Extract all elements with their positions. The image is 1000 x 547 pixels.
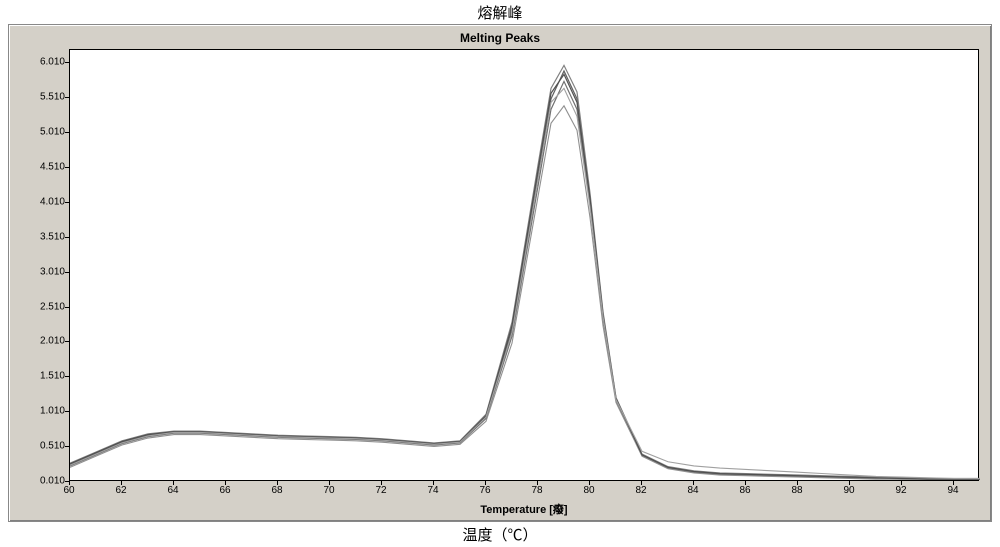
xtick-label: 80: [574, 485, 604, 496]
curve-line: [70, 74, 980, 479]
xtick-mark: [797, 481, 798, 485]
xtick-mark: [173, 481, 174, 485]
plot-area: [69, 49, 979, 481]
ytick-label: 5.010: [25, 127, 65, 138]
xtick-mark: [485, 481, 486, 485]
ytick-label: 6.010: [25, 57, 65, 68]
xtick-mark: [641, 481, 642, 485]
xtick-label: 60: [54, 485, 84, 496]
ytick-label: 1.510: [25, 371, 65, 382]
curve-line: [70, 71, 980, 479]
xtick-mark: [901, 481, 902, 485]
xtick-label: 74: [418, 485, 448, 496]
bottom-cn-label: 温度（℃）: [0, 524, 1000, 545]
xtick-mark: [225, 481, 226, 485]
curves-svg: [70, 50, 980, 482]
xtick-label: 94: [938, 485, 968, 496]
ytick-mark: [65, 341, 69, 342]
ytick-mark: [65, 167, 69, 168]
xtick-label: 66: [210, 485, 240, 496]
xtick-mark: [277, 481, 278, 485]
chart-panel: Melting Peaks -(d/dT) Fluorescence (465-…: [8, 24, 992, 522]
ytick-label: 4.510: [25, 161, 65, 172]
ytick-mark: [65, 376, 69, 377]
xtick-mark: [433, 481, 434, 485]
xtick-label: 76: [470, 485, 500, 496]
ytick-mark: [65, 446, 69, 447]
ytick-label: 2.010: [25, 336, 65, 347]
top-cn-label: 熔解峰: [0, 2, 1000, 23]
ytick-mark: [65, 202, 69, 203]
xtick-label: 68: [262, 485, 292, 496]
ytick-mark: [65, 411, 69, 412]
ytick-mark: [65, 97, 69, 98]
xtick-label: 84: [678, 485, 708, 496]
ytick-label: 3.510: [25, 231, 65, 242]
xtick-label: 64: [158, 485, 188, 496]
xtick-mark: [745, 481, 746, 485]
curve-line: [70, 88, 980, 478]
xtick-label: 62: [106, 485, 136, 496]
xtick-mark: [693, 481, 694, 485]
chart-title: Melting Peaks: [9, 31, 991, 45]
ytick-label: 5.510: [25, 92, 65, 103]
xtick-label: 82: [626, 485, 656, 496]
xtick-mark: [537, 481, 538, 485]
ytick-mark: [65, 272, 69, 273]
xtick-label: 78: [522, 485, 552, 496]
xtick-label: 86: [730, 485, 760, 496]
xtick-label: 92: [886, 485, 916, 496]
xtick-mark: [121, 481, 122, 485]
ytick-label: 1.010: [25, 406, 65, 417]
x-axis-label: Temperature [癈]: [69, 501, 979, 517]
ytick-mark: [65, 237, 69, 238]
xtick-label: 90: [834, 485, 864, 496]
xtick-mark: [69, 481, 70, 485]
xtick-mark: [953, 481, 954, 485]
ytick-label: 3.010: [25, 266, 65, 277]
curve-line: [70, 106, 980, 479]
xtick-label: 88: [782, 485, 812, 496]
xtick-label: 70: [314, 485, 344, 496]
ytick-label: 0.510: [25, 441, 65, 452]
xtick-label: 72: [366, 485, 396, 496]
curve-line: [70, 81, 980, 479]
xtick-mark: [381, 481, 382, 485]
xtick-mark: [589, 481, 590, 485]
xtick-mark: [849, 481, 850, 485]
ytick-label: 2.510: [25, 301, 65, 312]
ytick-label: 4.010: [25, 196, 65, 207]
ytick-mark: [65, 307, 69, 308]
ytick-mark: [65, 62, 69, 63]
xtick-mark: [329, 481, 330, 485]
ytick-mark: [65, 132, 69, 133]
